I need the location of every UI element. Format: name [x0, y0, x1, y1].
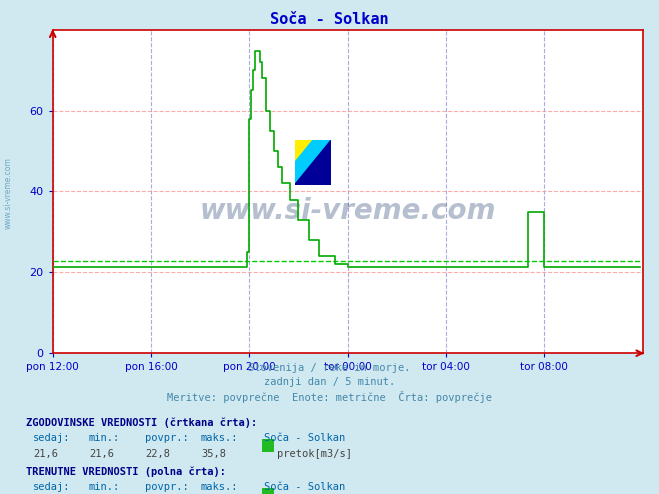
Polygon shape: [295, 140, 312, 163]
Text: www.si-vreme.com: www.si-vreme.com: [4, 157, 13, 229]
Text: Soča - Solkan: Soča - Solkan: [264, 482, 345, 492]
Text: sedaj:: sedaj:: [33, 482, 71, 492]
Text: ZGODOVINSKE VREDNOSTI (črtkana črta):: ZGODOVINSKE VREDNOSTI (črtkana črta):: [26, 417, 258, 428]
Text: Meritve: povprečne  Enote: metrične  Črta: povprečje: Meritve: povprečne Enote: metrične Črta:…: [167, 391, 492, 403]
Polygon shape: [295, 140, 331, 185]
Text: 21,6: 21,6: [89, 449, 114, 459]
Text: Soča - Solkan: Soča - Solkan: [270, 12, 389, 27]
Text: TRENUTNE VREDNOSTI (polna črta):: TRENUTNE VREDNOSTI (polna črta):: [26, 466, 226, 477]
Text: min.:: min.:: [89, 482, 120, 492]
Polygon shape: [295, 140, 331, 185]
Text: Slovenija / reke in morje.: Slovenija / reke in morje.: [248, 363, 411, 373]
Text: 22,8: 22,8: [145, 449, 170, 459]
Text: min.:: min.:: [89, 433, 120, 443]
Text: maks.:: maks.:: [201, 433, 239, 443]
Text: Soča - Solkan: Soča - Solkan: [264, 433, 345, 443]
Text: 21,6: 21,6: [33, 449, 58, 459]
Text: 35,8: 35,8: [201, 449, 226, 459]
Text: povpr.:: povpr.:: [145, 482, 188, 492]
Text: povpr.:: povpr.:: [145, 433, 188, 443]
Text: sedaj:: sedaj:: [33, 433, 71, 443]
Text: zadnji dan / 5 minut.: zadnji dan / 5 minut.: [264, 377, 395, 387]
Text: maks.:: maks.:: [201, 482, 239, 492]
Text: www.si-vreme.com: www.si-vreme.com: [200, 197, 496, 225]
Text: pretok[m3/s]: pretok[m3/s]: [277, 449, 353, 459]
